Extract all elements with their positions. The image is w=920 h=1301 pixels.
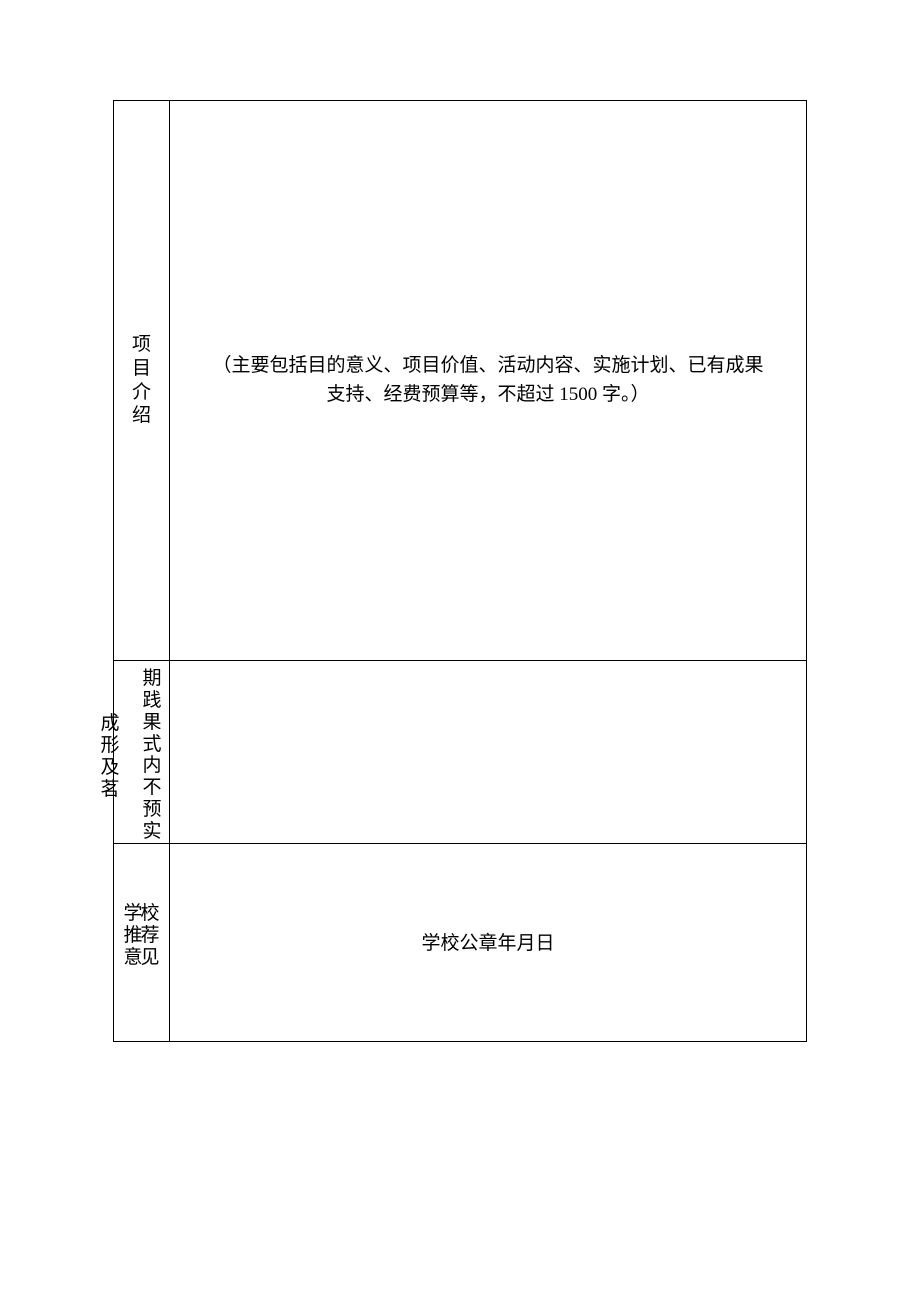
row3-label-cell: 学推意 校荐见 [114,844,170,1042]
row1-label-text: 项目介绍 [131,333,152,428]
row1-content-cell: （主要包括目的意义、项目价值、活动内容、实施计划、已有成果 支持、经费预算等，不… [170,101,807,661]
row2-label-inner: 期践果式内不预实 践果式内不预实 成形及茗 [116,665,167,839]
row3-content-cell: 学校公章年月日 [170,844,807,1042]
row2-label-col-right: 期践果式内不预实 [142,668,162,843]
row1-desc-line1: （主要包括目的意义、项目价值、活动内容、实施计划、已有成果 [178,352,798,381]
row-expected-results: 期践果式内不预实 践果式内不预实 成形及茗 [114,661,807,844]
row3-label-col-right: 校荐见 [140,903,160,969]
row3-label-inner: 学推意 校荐见 [116,848,167,1037]
row-project-intro: 项目介绍 （主要包括目的意义、项目价值、活动内容、实施计划、已有成果 支持、经费… [114,101,807,661]
row3-footer-text: 学校公章年月日 [421,933,554,954]
row-school-recommendation: 学推意 校荐见 学校公章年月日 [114,844,807,1042]
row1-desc-line2: 支持、经费预算等，不超过 1500 字。） [178,381,798,410]
form-table: 项目介绍 （主要包括目的意义、项目价值、活动内容、实施计划、已有成果 支持、经费… [113,100,807,1042]
row2-content-cell [170,661,807,844]
row2-label-col-left: 成形及茗 [100,713,120,800]
page-container: 项目介绍 （主要包括目的意义、项目价值、活动内容、实施计划、已有成果 支持、经费… [113,100,807,1042]
row2-label-cell: 期践果式内不预实 践果式内不预实 成形及茗 [114,661,170,844]
row1-label-cell: 项目介绍 [114,101,170,661]
